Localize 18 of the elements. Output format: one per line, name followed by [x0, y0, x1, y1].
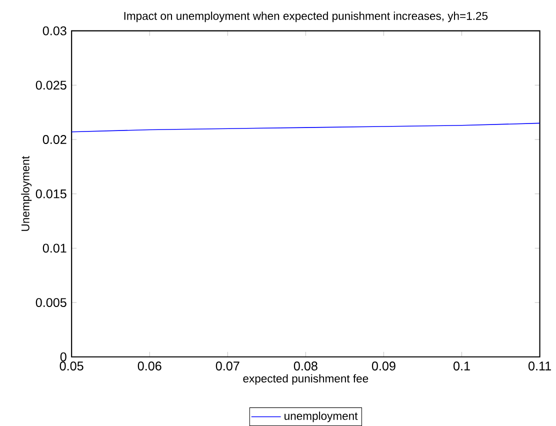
x-tick-label: 0.1 — [454, 362, 470, 370]
x-tick-label: 0.05 — [60, 362, 84, 370]
x-tick-label: 0.06 — [138, 362, 162, 370]
y-axis-title: Unemployment — [21, 156, 32, 231]
y-tick-label: 0.01 — [42, 244, 66, 253]
y-tick-label: 0.02 — [42, 135, 66, 144]
y-tick-label: 0.025 — [36, 80, 66, 90]
chart-title: Impact on unemployment when expected punishment increases, yh=1.25 — [124, 12, 488, 22]
y-tick-label: 0 — [60, 352, 66, 362]
y-tick-label: 0.03 — [42, 26, 66, 36]
x-tick-label: 0.11 — [528, 362, 551, 370]
y-tick-label: 0.015 — [36, 189, 66, 198]
x-axis-title: expected punishment fee — [243, 374, 368, 385]
y-tick-label: 0.005 — [36, 298, 66, 307]
x-tick-label: 0.07 — [216, 362, 240, 370]
legend-label: unemployment — [284, 412, 358, 422]
x-tick-label: 0.09 — [372, 362, 396, 370]
x-tick-label: 0.08 — [294, 362, 318, 370]
